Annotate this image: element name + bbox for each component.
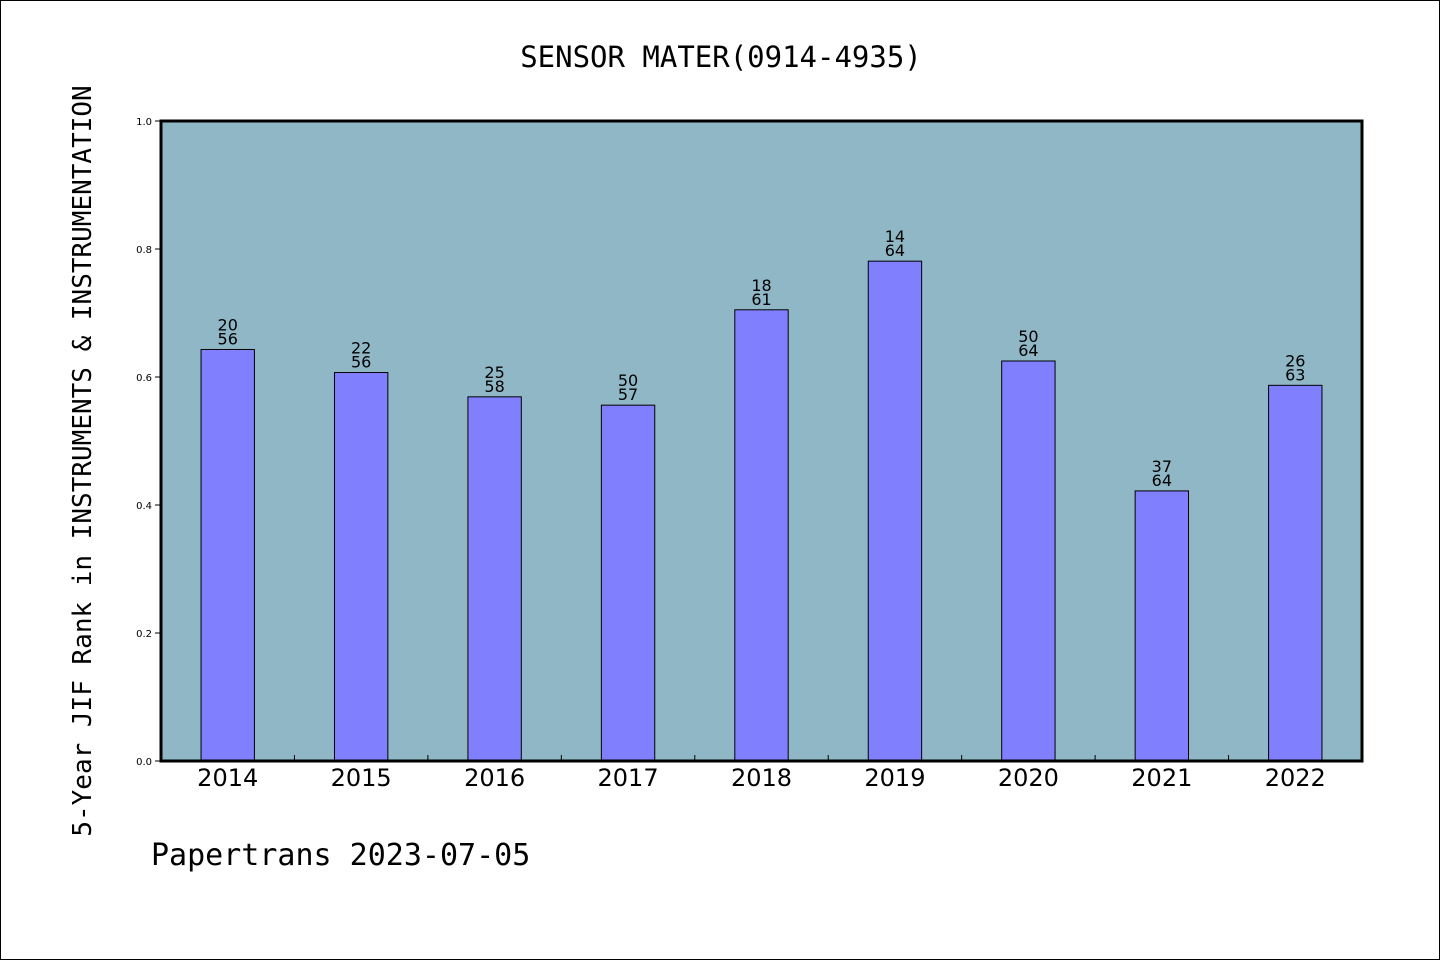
bar-label-rank: 50 — [618, 371, 638, 390]
x-tick-label: 2017 — [598, 764, 659, 792]
x-tick-label: 2021 — [1131, 764, 1192, 792]
bar-label-total: 64 — [1152, 471, 1172, 490]
y-tick-label: 0.8 — [136, 245, 152, 256]
bar-2022 — [1268, 384, 1323, 762]
footer-text: Papertrans 2023-07-05 — [151, 838, 530, 873]
x-tick-label: 2015 — [331, 764, 392, 792]
bar-label-rank: 50 — [1018, 327, 1038, 346]
bar-2016 — [467, 396, 522, 762]
bar-label-rank: 18 — [751, 276, 771, 295]
bar-2017 — [600, 404, 656, 762]
bar-2015 — [333, 372, 389, 762]
x-tick-label: 2018 — [731, 764, 792, 792]
bar-label-rank: 20 — [218, 315, 238, 334]
bar-label-total: 63 — [1285, 365, 1305, 384]
y-tick-label: 0.6 — [136, 373, 152, 384]
bar-2018 — [734, 309, 789, 762]
x-tick-label: 2016 — [464, 764, 525, 792]
bar-label-rank: 22 — [351, 339, 371, 358]
x-tick-label: 2020 — [998, 764, 1059, 792]
bar-label-total: 64 — [1018, 341, 1038, 360]
bar-label-rank: 25 — [484, 363, 504, 382]
bar-2014 — [200, 348, 255, 762]
bar-2021 — [1134, 490, 1190, 762]
x-tick-label: 2022 — [1265, 764, 1326, 792]
chart-title: SENSOR MATER(0914-4935) — [520, 40, 922, 74]
x-tick-label: 2019 — [864, 764, 925, 792]
bar-2020 — [1001, 360, 1056, 762]
bar-label-total: 57 — [618, 385, 638, 404]
plot-border — [159, 119, 1364, 763]
y-tick-label: 0.4 — [136, 501, 152, 512]
bar-label-total: 61 — [751, 290, 771, 309]
bar-label-rank: 26 — [1285, 351, 1305, 370]
bar-2019 — [867, 260, 923, 762]
y-axis-label: 5-Year JIF Rank in INSTRUMENTS & INSTRUM… — [68, 85, 98, 836]
y-axis: 0.0 0.2 0.4 0.6 0.8 1.0 — [136, 117, 161, 768]
bar-label-total: 56 — [218, 329, 238, 348]
bar-label-rank: 14 — [885, 227, 905, 246]
bars — [200, 260, 1323, 762]
bar-label-total: 64 — [885, 241, 905, 260]
y-tick-label: 0.2 — [136, 629, 152, 640]
bar-label-rank: 37 — [1152, 457, 1172, 476]
x-axis: 2014 2015 2016 2017 2018 2019 2020 2021 2022 — [197, 755, 1326, 792]
y-tick-label: 0.0 — [136, 757, 152, 768]
bar-label-total: 56 — [351, 353, 371, 372]
bar-label-total: 58 — [484, 377, 504, 396]
x-tick-label: 2014 — [197, 764, 258, 792]
y-tick-label: 1.0 — [136, 117, 152, 128]
